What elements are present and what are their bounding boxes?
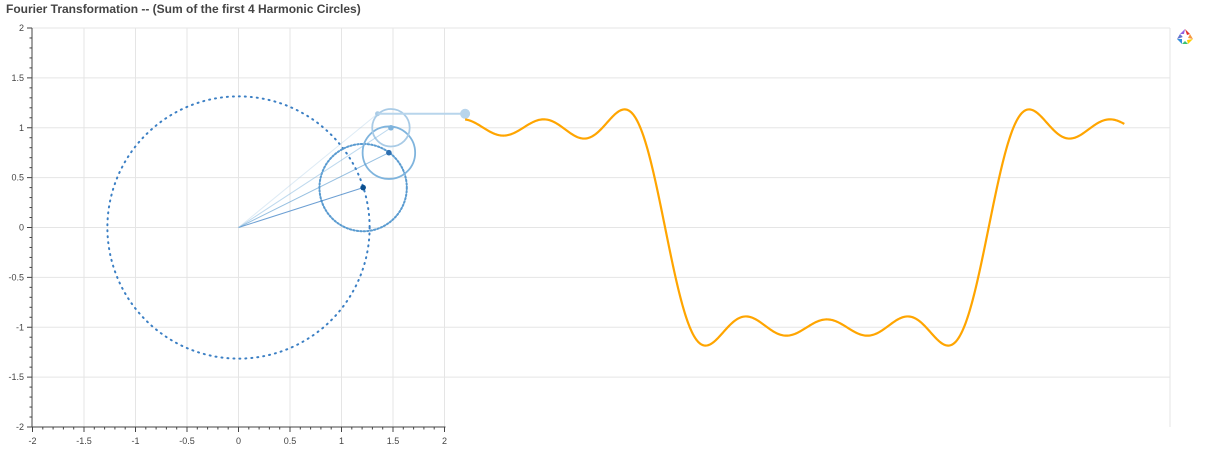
wave-series — [464, 108, 1125, 347]
radius-line-7 — [238, 113, 378, 228]
harmonic-point-5 — [388, 124, 394, 131]
y-tick-label-7: -1.5 — [8, 372, 24, 382]
x-tick-label-6: 1 — [339, 436, 344, 446]
tracer-line — [377, 108, 471, 119]
chart-title: Fourier Transformation -- (Sum of the fi… — [6, 2, 361, 16]
x-tick-label-2: -1 — [131, 436, 139, 446]
y-tick-label-8: -2 — [16, 422, 24, 432]
axes: 2 1.5 1 0.5 0 -0.5 -1 -1.5 -2 -2 -1.5 -1 -0.5 0 0.5 1 1.… — [8, 23, 447, 446]
y-tick-label-3: 0.5 — [11, 173, 24, 183]
radius-line-1 — [238, 187, 364, 228]
grid-lines — [32, 27, 1171, 427]
radius-line-5 — [238, 127, 392, 228]
harmonic-circle-1 — [106, 95, 371, 360]
wave-line — [464, 108, 1125, 347]
harmonic-circles — [106, 95, 417, 360]
x-tick-label-3: -0.5 — [179, 436, 195, 446]
y-tick-label-4: 0 — [19, 223, 24, 233]
bokeh-logo-icon[interactable] — [1176, 28, 1194, 46]
y-tick-label-6: -1 — [16, 322, 24, 332]
x-tick-label-5: 0.5 — [284, 436, 297, 446]
radius-line-3 — [238, 152, 390, 228]
y-tick-label-2: 1 — [19, 123, 24, 133]
tracer-point — [460, 108, 471, 119]
x-tick-label-1: -1.5 — [76, 436, 92, 446]
x-tick-label-0: -2 — [28, 436, 36, 446]
x-tick-label-7: 1.5 — [387, 436, 400, 446]
harmonic-point-1 — [360, 184, 366, 191]
y-tick-label-0: 2 — [19, 23, 24, 33]
x-tick-label-4: 0 — [236, 436, 241, 446]
x-tick-label-8: 2 — [442, 436, 447, 446]
y-tick-label-1: 1.5 — [11, 73, 24, 83]
harmonic-point-3 — [386, 149, 392, 156]
y-tick-label-5: -0.5 — [8, 272, 24, 282]
harmonic-circle-7 — [371, 108, 411, 148]
